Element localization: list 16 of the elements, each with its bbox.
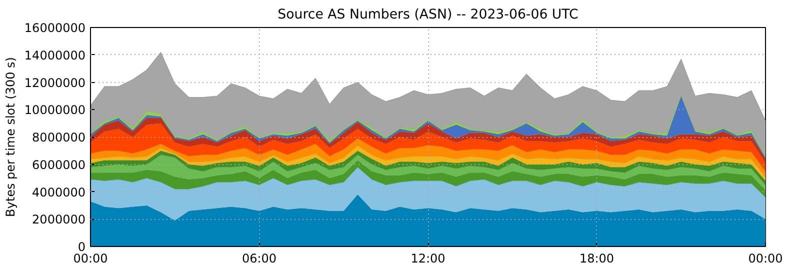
y-tick-label: 14000000 [24, 48, 86, 62]
x-tick-label: 06:00 [242, 252, 277, 266]
x-tick-label: 12:00 [410, 252, 446, 266]
y-tick-label: 8000000 [32, 130, 86, 144]
chart-title: Source AS Numbers (ASN) -- 2023-06-06 UTC [278, 8, 578, 22]
y-tick-label: 6000000 [32, 158, 86, 172]
y-tick-label: 12000000 [24, 76, 86, 90]
y-tick-label: 16000000 [24, 21, 86, 35]
y-tick-label: 10000000 [24, 103, 86, 118]
y-tick-label: 0 [78, 240, 86, 254]
x-tick-label: 00:00 [748, 252, 783, 266]
y-tick-label: 4000000 [32, 185, 86, 200]
x-tick-label: 00:00 [73, 252, 108, 266]
y-tick-label: 2000000 [32, 212, 86, 227]
x-tick-label: 18:00 [579, 252, 614, 266]
y-axis-title: Bytes per time slot (300 s) [3, 57, 18, 217]
